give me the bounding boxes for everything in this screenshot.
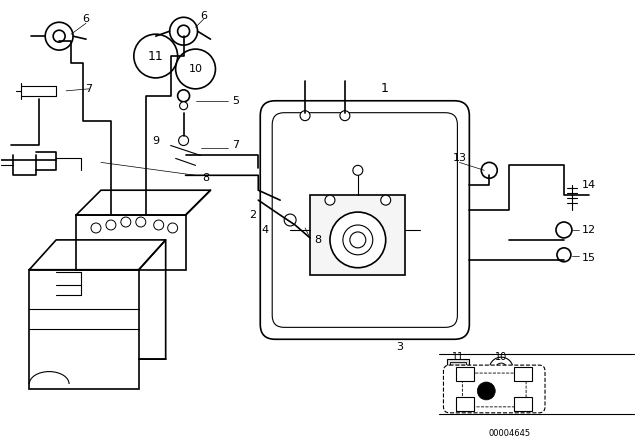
- Text: 2: 2: [249, 210, 256, 220]
- Circle shape: [178, 25, 189, 37]
- Bar: [514, 397, 532, 411]
- Circle shape: [350, 232, 366, 248]
- Circle shape: [489, 357, 513, 381]
- Circle shape: [175, 49, 216, 89]
- Circle shape: [343, 225, 372, 255]
- Text: 8: 8: [202, 173, 209, 183]
- Text: 10: 10: [495, 352, 508, 362]
- Bar: [447, 359, 469, 377]
- Circle shape: [330, 212, 386, 268]
- Text: 10: 10: [189, 64, 202, 74]
- Circle shape: [300, 111, 310, 121]
- Circle shape: [154, 220, 164, 230]
- Circle shape: [134, 34, 178, 78]
- Bar: [451, 362, 467, 374]
- Circle shape: [284, 214, 296, 226]
- Bar: [514, 367, 532, 381]
- Text: 11: 11: [452, 352, 465, 362]
- Text: 1: 1: [381, 82, 388, 95]
- Circle shape: [53, 30, 65, 42]
- Circle shape: [340, 111, 350, 121]
- Circle shape: [168, 223, 178, 233]
- Text: 3: 3: [396, 342, 403, 352]
- Circle shape: [381, 195, 390, 205]
- Text: 00004645: 00004645: [488, 429, 530, 438]
- Circle shape: [136, 217, 146, 227]
- Circle shape: [325, 195, 335, 205]
- Circle shape: [178, 90, 189, 102]
- Text: 12: 12: [582, 225, 596, 235]
- FancyBboxPatch shape: [444, 365, 545, 413]
- Text: 15: 15: [582, 253, 596, 263]
- Text: 4: 4: [262, 225, 269, 235]
- Circle shape: [556, 222, 572, 238]
- Text: 8: 8: [314, 235, 321, 245]
- Bar: [456, 397, 474, 411]
- Circle shape: [477, 382, 495, 400]
- Circle shape: [495, 363, 507, 375]
- Bar: [310, 195, 404, 275]
- Text: 5: 5: [232, 96, 239, 106]
- Circle shape: [91, 223, 101, 233]
- Circle shape: [121, 217, 131, 227]
- FancyBboxPatch shape: [462, 373, 526, 407]
- Circle shape: [180, 102, 188, 110]
- Bar: [76, 215, 186, 270]
- Circle shape: [179, 136, 189, 146]
- Circle shape: [353, 165, 363, 175]
- Text: 7: 7: [232, 141, 239, 151]
- Bar: [456, 367, 474, 381]
- Text: 9: 9: [152, 136, 159, 146]
- Circle shape: [481, 162, 497, 178]
- Circle shape: [45, 22, 73, 50]
- Text: 7: 7: [86, 84, 93, 94]
- Bar: [29, 270, 139, 389]
- Circle shape: [106, 220, 116, 230]
- Circle shape: [557, 248, 571, 262]
- Text: 14: 14: [582, 180, 596, 190]
- Circle shape: [170, 17, 198, 45]
- Text: 6: 6: [200, 11, 207, 22]
- Text: 11: 11: [148, 50, 164, 63]
- Text: 6: 6: [83, 14, 90, 24]
- Text: 13: 13: [452, 153, 467, 164]
